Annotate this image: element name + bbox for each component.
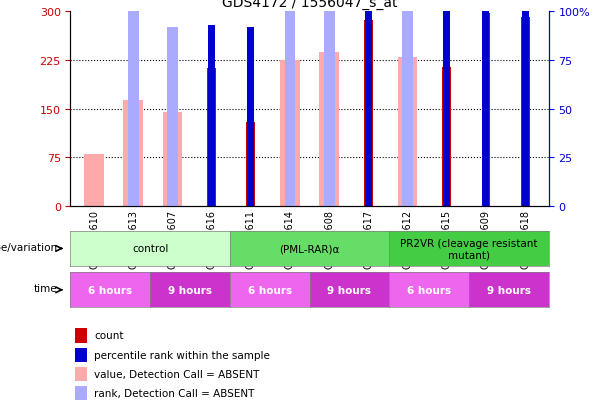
Bar	[398, 58, 417, 206]
Text: time: time	[34, 283, 58, 293]
Bar	[128, 0, 139, 206]
Text: percentile rank within the sample: percentile rank within the sample	[94, 350, 270, 360]
Title: GDS4172 / 1556047_s_at: GDS4172 / 1556047_s_at	[222, 0, 397, 10]
FancyBboxPatch shape	[75, 367, 87, 381]
Bar	[207, 69, 216, 206]
Bar	[364, 21, 373, 206]
Bar	[284, 0, 295, 206]
Text: 9 hours: 9 hours	[327, 285, 371, 295]
FancyBboxPatch shape	[75, 386, 87, 401]
Bar	[402, 0, 413, 206]
Text: genotype/variation: genotype/variation	[0, 242, 58, 252]
Text: rank, Detection Call = ABSENT: rank, Detection Call = ABSENT	[94, 388, 255, 399]
Bar	[123, 101, 143, 206]
Text: 6 hours: 6 hours	[407, 285, 451, 295]
Bar	[522, 0, 528, 206]
Bar	[248, 28, 254, 206]
Bar	[520, 18, 530, 206]
Bar	[167, 28, 178, 206]
Bar	[443, 0, 450, 206]
Text: 6 hours: 6 hours	[88, 285, 132, 295]
Text: count: count	[94, 331, 124, 341]
Text: (PML-RAR)α: (PML-RAR)α	[280, 244, 340, 254]
Bar	[162, 113, 182, 206]
Bar	[482, 14, 490, 206]
Bar	[482, 0, 489, 206]
Text: 6 hours: 6 hours	[248, 285, 292, 295]
Bar	[208, 26, 215, 206]
Bar	[443, 67, 451, 206]
Bar	[319, 52, 339, 206]
Text: control: control	[132, 244, 169, 254]
Text: value, Detection Call = ABSENT: value, Detection Call = ABSENT	[94, 369, 260, 379]
Text: 9 hours: 9 hours	[168, 285, 212, 295]
FancyBboxPatch shape	[75, 329, 87, 343]
Text: PR2VR (cleavage resistant
mutant): PR2VR (cleavage resistant mutant)	[400, 238, 538, 260]
Bar	[365, 0, 371, 206]
Bar	[324, 0, 335, 206]
Bar	[280, 61, 300, 206]
Text: 9 hours: 9 hours	[487, 285, 531, 295]
Bar	[84, 155, 104, 206]
FancyBboxPatch shape	[75, 348, 87, 362]
Bar	[246, 122, 255, 206]
